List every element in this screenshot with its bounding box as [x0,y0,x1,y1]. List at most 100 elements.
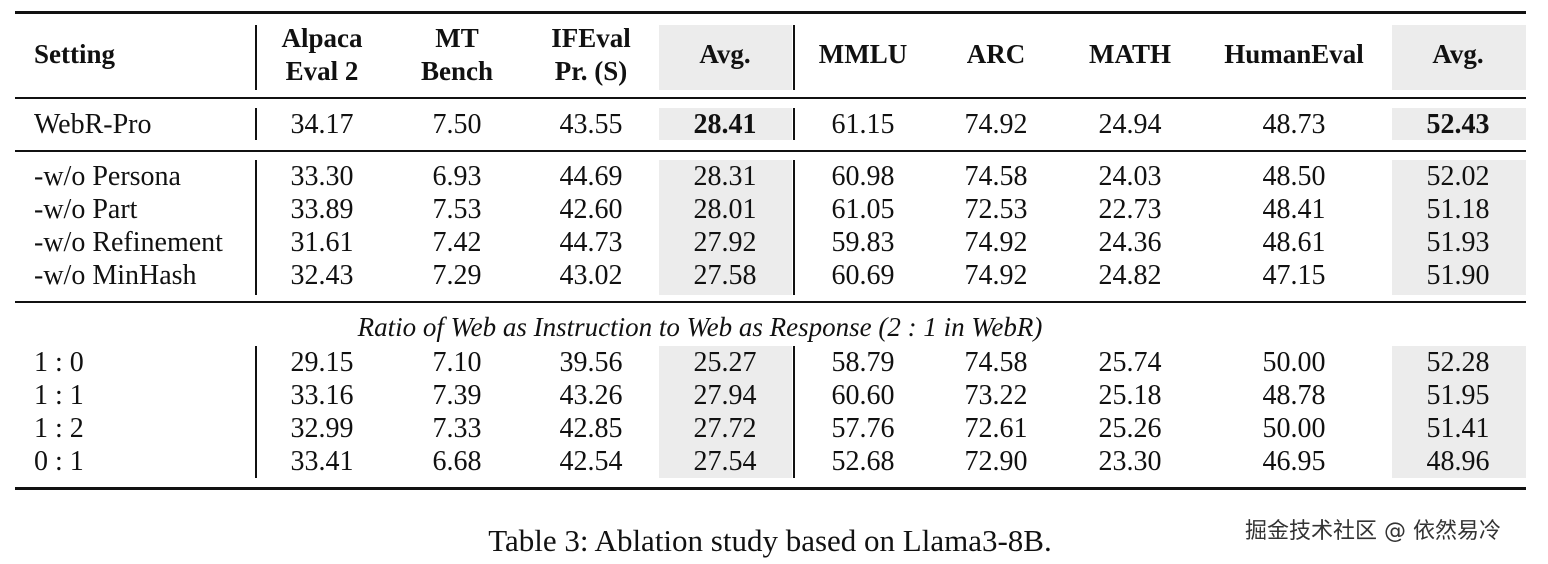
table-cell: 48.50 [1262,161,1326,192]
column-header-line: Pr. (S) [554,56,628,86]
section-title: Ratio of Web as Instruction to Web as Re… [357,312,1043,342]
table-cell: 25.26 [1098,413,1162,444]
column-header: Alpaca Eval 2 [282,22,363,88]
row-setting-label: WebR-Pro [34,109,152,140]
column-header-line: ARC [966,39,1026,69]
table-cell: 58.79 [831,347,895,378]
table-cell: 43.26 [559,380,623,411]
table-cell: 25.74 [1098,347,1162,378]
table-cell: 59.83 [831,227,895,258]
avg-cell: 28.41 [693,109,757,140]
column-separator [255,346,257,478]
column-separator [793,25,795,90]
row-setting-label: 1 : 2 [34,413,84,444]
avg-cell: 51.41 [1426,413,1490,444]
table-cell: 6.93 [432,161,482,192]
avg-cell: 28.31 [693,161,757,192]
watermark-text: 掘金技术社区 @ 依然易冷 [1245,519,1501,544]
row-setting-label: 0 : 1 [34,446,84,477]
column-header-line: HumanEval [1224,39,1364,69]
table-cell: 24.03 [1098,161,1162,192]
avg-column-shade [1392,160,1526,295]
table-cell: 42.60 [559,194,623,225]
row-setting-label: -w/o MinHash [34,260,197,291]
column-separator [793,160,795,295]
table-cell: 72.53 [964,194,1028,225]
row-setting-label: 1 : 1 [34,380,84,411]
column-header-line: IFEval [551,23,631,53]
bottom-rule [15,487,1526,490]
column-header-line: MT [435,23,479,53]
avg-cell: 25.27 [693,347,757,378]
table-cell: 74.58 [964,161,1028,192]
table-cell: 48.78 [1262,380,1326,411]
table-cell: 74.92 [964,109,1028,140]
table-cell: 74.92 [964,227,1028,258]
table-cell: 24.36 [1098,227,1162,258]
table-cell: 43.02 [559,260,623,291]
header-rule [15,97,1526,99]
avg-cell: 48.96 [1426,446,1490,477]
row-setting-label: -w/o Persona [34,161,181,192]
avg-cell: 27.94 [693,380,757,411]
table-cell: 23.30 [1098,446,1162,477]
table-cell: 31.61 [290,227,354,258]
column-header: Setting [34,38,115,71]
avg-column-shade [659,160,792,295]
avg-cell: 51.18 [1426,194,1490,225]
table-cell: 6.68 [432,446,482,477]
table-cell: 34.17 [290,109,354,140]
table-cell: 44.69 [559,161,623,192]
avg-column-shade [659,346,792,478]
top-rule [15,11,1526,14]
column-header: MATH [1089,38,1171,71]
table-cell: 60.98 [831,161,895,192]
table-cell: 48.61 [1262,227,1326,258]
group-rule-1 [15,150,1526,152]
table-cell: 39.56 [559,347,623,378]
avg-column-shade [659,25,792,90]
column-header-line: MMLU [818,39,908,69]
row-setting-label: -w/o Part [34,194,138,225]
table-caption: Table 3: Ablation study based on Llama3-… [488,523,1052,558]
table-cell: 60.69 [831,260,895,291]
avg-cell: 52.28 [1426,347,1490,378]
avg-cell: 28.01 [693,194,757,225]
column-header: HumanEval [1224,38,1364,71]
column-separator [793,346,795,478]
table-cell: 48.41 [1262,194,1326,225]
table-cell: 42.54 [559,446,623,477]
table-cell: 61.05 [831,194,895,225]
column-header: Avg. [1432,38,1483,71]
avg-column-shade [1392,25,1526,90]
table-cell: 42.85 [559,413,623,444]
avg-cell: 27.54 [693,446,757,477]
table-cell: 33.16 [290,380,354,411]
table-cell: 74.58 [964,347,1028,378]
column-header: MMLU [819,38,907,71]
table-cell: 74.92 [964,260,1028,291]
column-header-line: Alpaca [281,23,363,53]
table-cell: 60.60 [831,380,895,411]
table-cell: 61.15 [831,109,895,140]
avg-column-shade [659,108,792,140]
table-cell: 7.29 [432,260,482,291]
table-cell: 47.15 [1262,260,1326,291]
table-cell: 52.68 [831,446,895,477]
column-header-line: MATH [1089,39,1171,69]
table-cell: 7.39 [432,380,482,411]
column-separator [255,25,257,90]
column-header: IFEval Pr. (S) [551,22,631,88]
column-separator [255,108,257,140]
table-cell: 7.33 [432,413,482,444]
column-header-line: Eval 2 [285,56,359,86]
avg-cell: 52.02 [1426,161,1490,192]
column-header-line: Avg. [699,39,751,69]
table-cell: 33.41 [290,446,354,477]
table-cell: 33.30 [290,161,354,192]
column-header-line: Setting [34,39,115,69]
table-cell: 57.76 [831,413,895,444]
table-cell: 22.73 [1098,194,1162,225]
column-separator [793,108,795,140]
avg-cell: 51.95 [1426,380,1490,411]
